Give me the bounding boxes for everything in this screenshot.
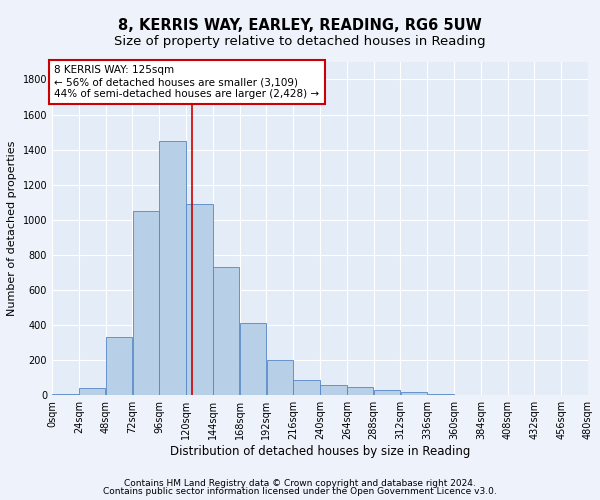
Bar — [320, 385, 347, 396]
Bar — [266, 360, 293, 396]
Bar — [293, 380, 320, 396]
Bar — [347, 386, 373, 396]
Bar — [79, 388, 106, 396]
Bar — [106, 338, 132, 396]
Bar — [481, 394, 508, 396]
Bar — [454, 394, 481, 396]
X-axis label: Distribution of detached houses by size in Reading: Distribution of detached houses by size … — [170, 445, 470, 458]
Text: Contains HM Land Registry data © Crown copyright and database right 2024.: Contains HM Land Registry data © Crown c… — [124, 478, 476, 488]
Bar — [133, 211, 159, 396]
Text: 8, KERRIS WAY, EARLEY, READING, RG6 5UW: 8, KERRIS WAY, EARLEY, READING, RG6 5UW — [118, 18, 482, 32]
Text: Size of property relative to detached houses in Reading: Size of property relative to detached ho… — [114, 35, 486, 48]
Text: Contains public sector information licensed under the Open Government Licence v3: Contains public sector information licen… — [103, 487, 497, 496]
Bar — [160, 141, 186, 396]
Y-axis label: Number of detached properties: Number of detached properties — [7, 141, 17, 316]
Bar — [240, 324, 266, 396]
Bar — [428, 394, 454, 396]
Bar — [508, 394, 534, 396]
Bar — [186, 204, 212, 396]
Bar — [401, 392, 427, 396]
Bar — [374, 390, 400, 396]
Bar — [52, 394, 79, 396]
Text: 8 KERRIS WAY: 125sqm
← 56% of detached houses are smaller (3,109)
44% of semi-de: 8 KERRIS WAY: 125sqm ← 56% of detached h… — [54, 66, 319, 98]
Bar — [213, 268, 239, 396]
